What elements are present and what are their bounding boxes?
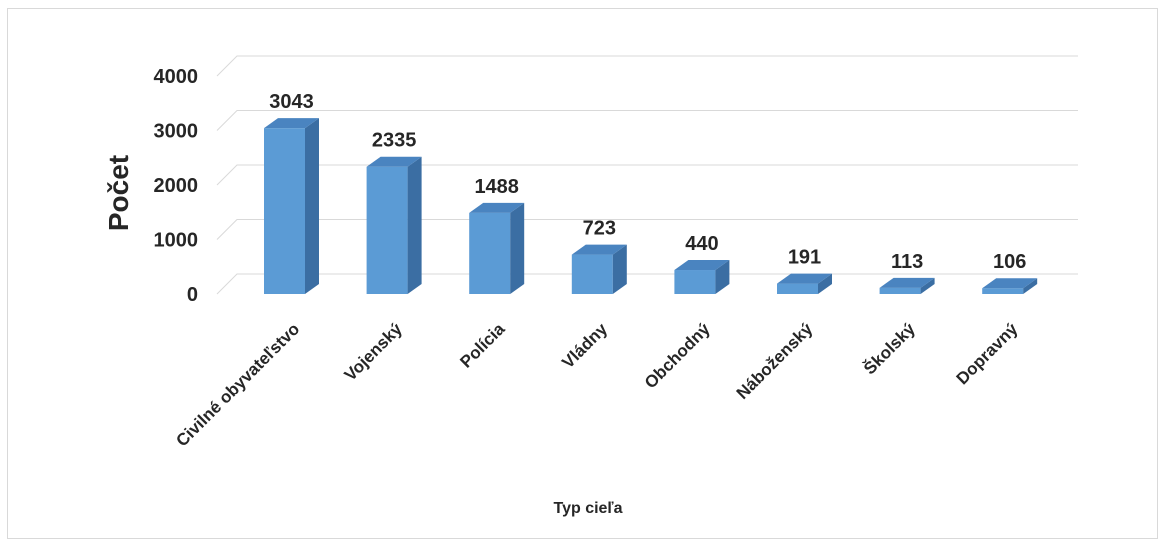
data-label: 113 xyxy=(891,251,923,273)
bars xyxy=(264,118,1038,295)
x-tick-label: Polícia xyxy=(456,319,509,372)
x-tick-label: Školský xyxy=(860,319,919,378)
x-tick-label: Náboženský xyxy=(733,319,817,403)
gridline xyxy=(216,219,1078,240)
y-axis-ticks: 0 1000 2000 3000 4000 xyxy=(154,66,199,306)
gridline xyxy=(216,110,1078,131)
gridline xyxy=(216,164,1078,186)
chart-frame xyxy=(7,8,1158,539)
data-labels: 3043 2335 1488 723 440 191 113 106 xyxy=(269,91,1026,273)
x-tick-label: Vojenský xyxy=(341,319,407,385)
data-label: 3043 xyxy=(269,91,314,113)
gridline xyxy=(216,55,1078,77)
data-label: 2335 xyxy=(372,130,417,152)
bar xyxy=(777,273,832,294)
bar xyxy=(674,260,730,294)
x-tick-label: Obchodný xyxy=(641,319,714,392)
x-tick-label: Vládny xyxy=(558,319,611,372)
data-label: 191 xyxy=(788,247,821,269)
y-tick-label: 3000 xyxy=(154,121,199,143)
y-tick-label: 0 xyxy=(187,284,198,306)
bar xyxy=(264,118,319,295)
x-tick-label: Civilné obyvateľstvo xyxy=(172,319,303,450)
x-axis-ticks: Civilné obyvateľstvo Vojenský Polícia Vládn… xyxy=(172,319,1022,450)
gridline xyxy=(216,273,1078,295)
bar xyxy=(469,202,525,294)
x-tick-label: Dopravný xyxy=(953,319,1022,388)
bar xyxy=(982,278,1038,294)
y-axis-label: Počet xyxy=(103,155,134,231)
y-tick-label: 2000 xyxy=(154,175,199,197)
bar xyxy=(879,277,935,294)
y-tick-label: 4000 xyxy=(154,66,199,88)
data-label: 723 xyxy=(583,218,616,240)
data-label: 440 xyxy=(685,233,718,255)
data-label: 1488 xyxy=(474,176,519,198)
bar xyxy=(571,244,627,294)
gridlines xyxy=(216,55,1078,295)
data-label: 106 xyxy=(993,251,1026,273)
bar xyxy=(366,156,422,294)
y-tick-label: 1000 xyxy=(154,230,199,252)
x-axis-label: Typ cieľa xyxy=(553,500,622,517)
